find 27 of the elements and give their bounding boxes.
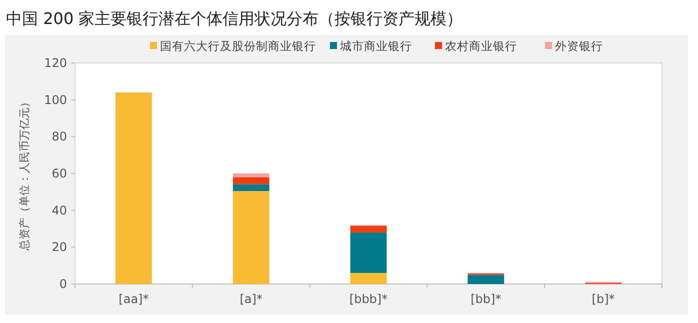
bar — [232, 184, 270, 191]
bar — [232, 190, 270, 284]
x-tick-label: [b]* — [592, 292, 615, 306]
bar — [350, 232, 387, 273]
legend-label: 国有六大行及股份制商业银行 — [160, 39, 316, 53]
bar — [232, 174, 270, 178]
y-tick-label: 120 — [44, 56, 67, 70]
chart-title: 中国 200 家主要银行潜在个体信用状况分布（按银行资产规模） — [6, 9, 463, 28]
y-tick-label: 80 — [52, 130, 67, 144]
bar — [116, 92, 152, 284]
y-axis-title: 总资产（单位：人民币万亿元） — [18, 96, 31, 252]
x-tick-label: [a]* — [240, 292, 262, 306]
x-tick-label: [bbb]* — [349, 292, 388, 306]
y-tick-label: 60 — [52, 166, 67, 180]
legend-label: 城市商业银行 — [339, 39, 412, 53]
y-tick-label: 40 — [52, 203, 67, 218]
x-tick-label: [bb]* — [470, 292, 502, 306]
bar — [350, 272, 387, 284]
y-tick-label: 100 — [44, 92, 67, 107]
legend-label: 外资银行 — [555, 39, 603, 53]
bar — [468, 274, 504, 284]
legend-label: 农村商业银行 — [445, 39, 517, 53]
bar — [232, 177, 270, 184]
x-tick-label: [aa]* — [118, 292, 149, 306]
bar — [350, 226, 387, 232]
y-tick-label: 20 — [52, 240, 67, 254]
y-tick-label: 0 — [59, 277, 67, 291]
